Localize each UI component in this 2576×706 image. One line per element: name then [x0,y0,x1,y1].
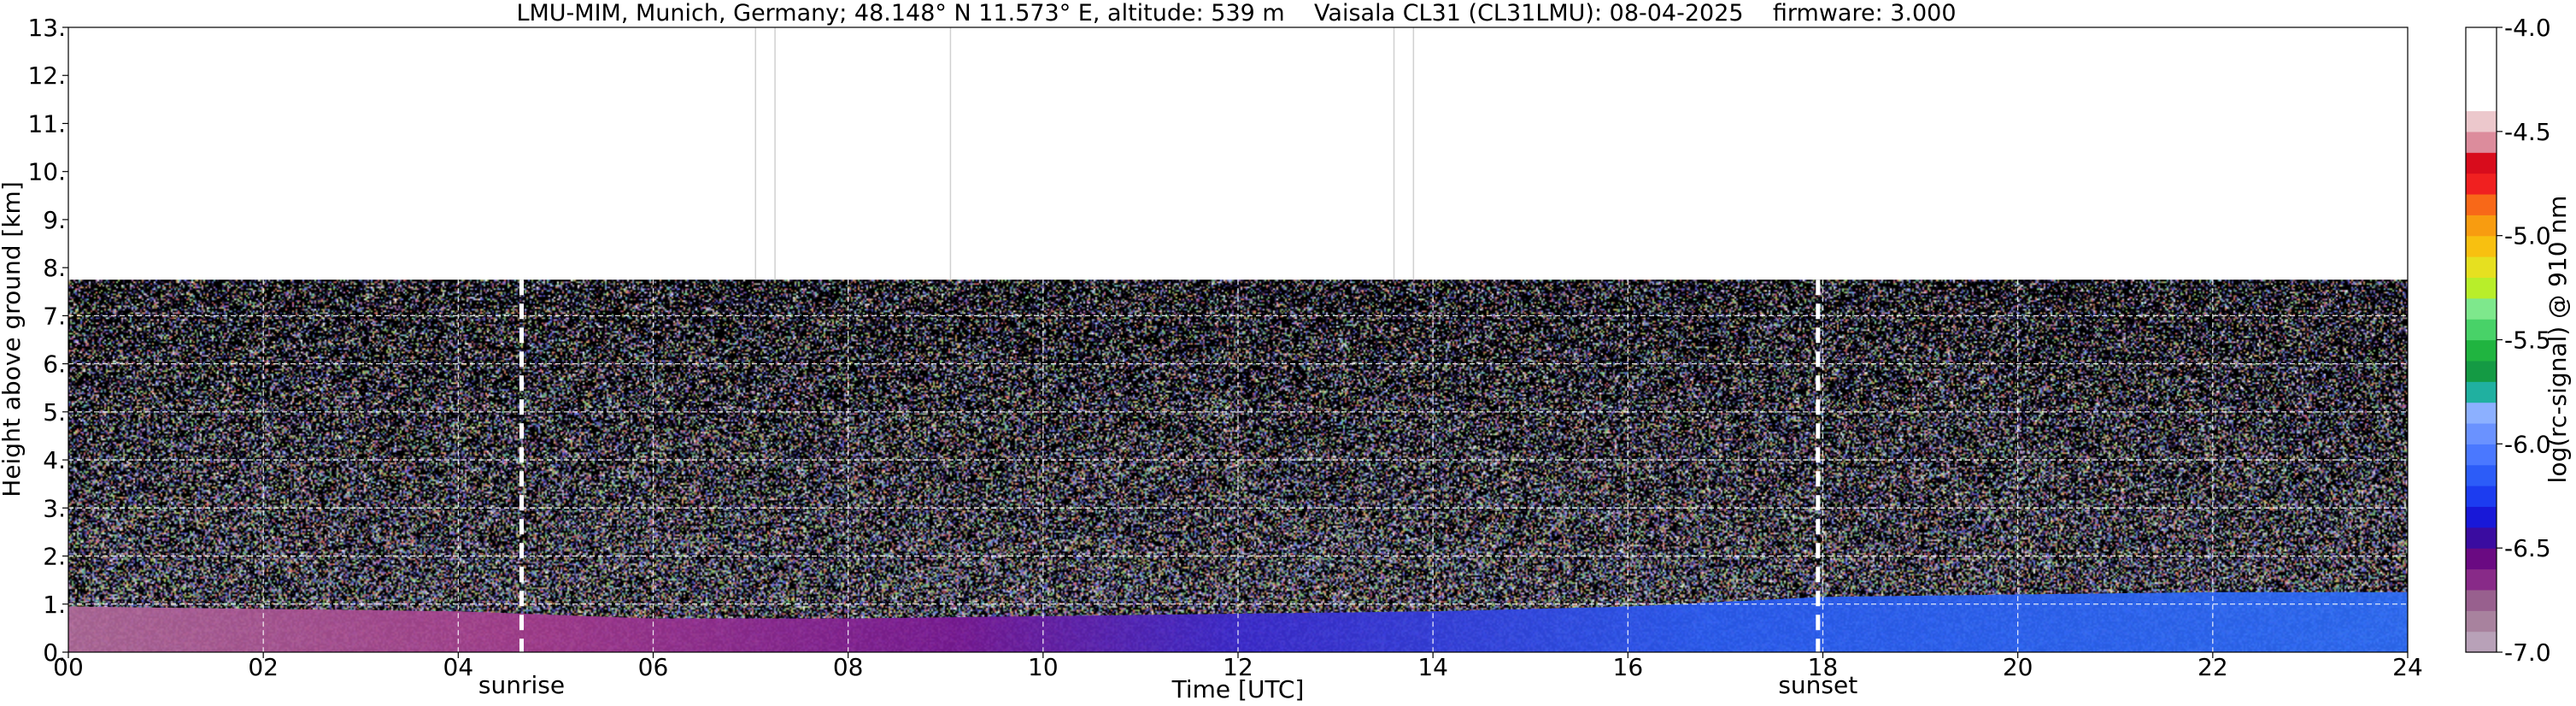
sunset-label: sunset [1778,671,1857,699]
colorbar-segment-18 [2466,256,2497,278]
sunrise-label: sunrise [478,671,565,699]
colorbar-segment-1 [2466,610,2497,632]
colorbar-segment-23 [2466,152,2497,174]
colorbar-segment-14 [2466,339,2497,362]
colorbar-segment-22 [2466,173,2497,195]
x-tick-label-24: 24 [2392,653,2423,681]
x-tick-label-10: 10 [1028,653,1059,681]
x-tick-label-14: 14 [1417,653,1448,681]
y-tick-label-1: 1. [43,591,66,619]
x-tick-label-16: 16 [1613,653,1644,681]
colorbar-segment-29 [2466,27,2497,49]
colorbar-segment-13 [2466,360,2497,382]
y-tick-label-7: 7. [43,302,66,330]
colorbar-segment-19 [2466,235,2497,257]
colorbar-segment-20 [2466,215,2497,237]
colorbar-segment-15 [2466,319,2497,341]
x-axis-label: Time [UTC] [1171,675,1305,703]
colorbar-ticks: -4.0 -4.5 -5.0 -5.5 -6.0 -6.5 -7.0 [2497,14,2551,667]
y-axis-ticks: 0. 1. 2. 3. 4. 5. 6. 7. 8. 9. 10. 11. 12. 13. [27,14,68,667]
y-tick-label-6: 6. [43,350,66,379]
colorbar-tick-label-3: -5.5 [2504,327,2551,355]
colorbar-segment-27 [2466,68,2497,91]
colorbar-segment-28 [2466,48,2497,70]
colorbar-segment-9 [2466,444,2497,466]
colorbar-segment-26 [2466,90,2497,112]
x-tick-label-22: 22 [2198,653,2228,681]
colorbar-tick-label-1: -4.5 [2504,118,2551,146]
x-tick-label-04: 04 [443,653,474,681]
grid-lines [68,279,2408,652]
colorbar-segment-3 [2466,568,2497,591]
chart-title: LMU-MIM, Munich, Germany; 48.148° N 11.5… [516,0,1956,26]
y-tick-label-12: 12. [27,62,66,90]
x-tick-label-12: 12 [1223,653,1253,681]
y-tick-label-11: 11. [27,109,66,138]
y-axis-label: Height above ground [km] [0,181,26,497]
y-tick-label-9: 9. [43,206,66,234]
x-tick-label-00: 00 [53,653,84,681]
colorbar-segment-6 [2466,506,2497,528]
colorbar-label: log(rc-signal) @ 910 nm [2544,196,2572,484]
colorbar-segment-24 [2466,131,2497,153]
y-tick-label-0: 0. [43,638,66,667]
x-tick-label-20: 20 [2003,653,2033,681]
colorbar-tick-label-5: -6.5 [2504,534,2551,562]
colorbar-tick-label-4: -6.0 [2504,430,2551,458]
plot-area [67,26,2409,653]
colorbar-segment-10 [2466,422,2497,444]
colorbar-segment-0 [2466,631,2497,653]
x-tick-label-06: 06 [638,653,669,681]
colorbar: -4.0 -4.5 -5.0 -5.5 -6.0 -6.5 -7.0 log(rc-sign… [2465,14,2572,667]
y-tick-label-8: 8. [43,254,66,282]
colorbar-segment-5 [2466,527,2497,549]
colorbar-segment-17 [2466,277,2497,299]
y-tick-label-10: 10. [27,158,66,186]
sun-lines [519,279,1821,652]
x-tick-label-08: 08 [833,653,864,681]
colorbar-segment-11 [2466,402,2497,424]
colorbar-segment-16 [2466,297,2497,320]
colorbar-segment-8 [2466,464,2497,486]
colorbar-segment-21 [2466,193,2497,215]
y-tick-label-4: 4. [43,446,66,474]
colorbar-segments [2466,27,2497,653]
colorbar-tick-label-6: -7.0 [2504,638,2551,667]
colorbar-segment-4 [2466,548,2497,570]
y-tick-label-2: 2. [43,543,66,571]
y-tick-label-13: 13. [27,14,66,42]
y-tick-label-5: 5. [43,398,66,427]
colorbar-tick-label-0: -4.0 [2504,14,2551,42]
x-tick-label-18: 18 [1808,653,1839,681]
colorbar-segment-25 [2466,110,2497,132]
data-gap-lines [754,27,1415,280]
colorbar-segment-7 [2466,485,2497,508]
colorbar-segment-12 [2466,381,2497,403]
sun-labels: sunrise sunset [478,671,1857,699]
x-tick-label-02: 02 [248,653,279,681]
colorbar-segment-2 [2466,589,2497,611]
colorbar-tick-label-2: -5.0 [2504,222,2551,250]
x-axis-ticks: 00 02 04 06 08 10 12 14 16 18 20 22 24 [53,652,2423,681]
y-tick-label-3: 3. [43,494,66,522]
